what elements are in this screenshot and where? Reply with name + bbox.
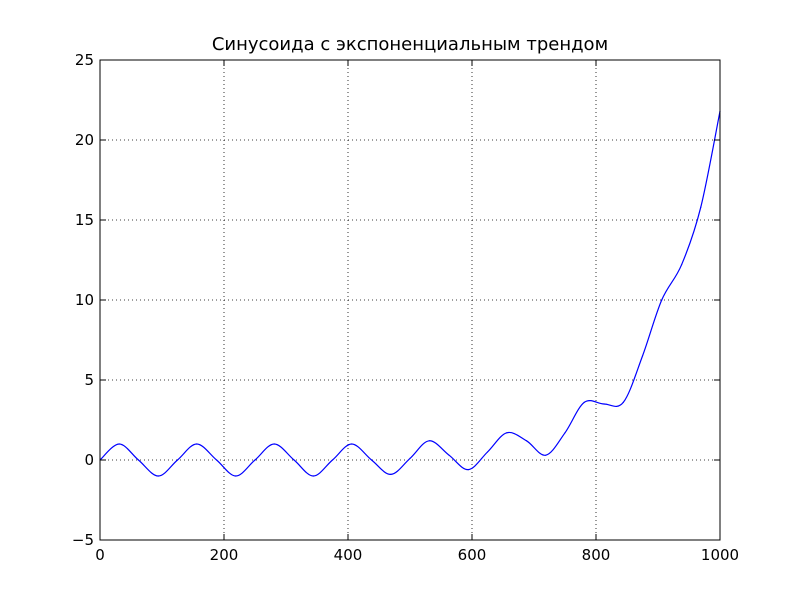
data-point	[118, 443, 120, 445]
data-point	[331, 459, 334, 461]
y-tick-label: 5	[84, 371, 94, 389]
x-tick-label: 800	[582, 546, 611, 564]
data-point	[641, 355, 644, 357]
data-point	[409, 457, 411, 459]
data-point	[661, 299, 663, 301]
y-tick-label: 25	[75, 51, 94, 69]
x-tick-label: 400	[334, 546, 363, 564]
data-point	[545, 454, 547, 456]
data-point	[235, 475, 237, 477]
data-point	[137, 459, 140, 461]
data-point	[486, 451, 489, 453]
data-point	[448, 454, 450, 456]
data-point	[564, 432, 566, 434]
data-point	[196, 443, 198, 445]
y-tick-label: 10	[75, 291, 94, 309]
x-tick-label: 1000	[701, 546, 739, 564]
data-point	[254, 459, 256, 461]
data-point	[390, 473, 392, 475]
y-tick-label: 20	[75, 131, 94, 149]
data-point	[293, 459, 295, 461]
data-point	[700, 206, 702, 208]
data-point	[525, 440, 528, 442]
data-point	[467, 469, 469, 471]
data-point	[370, 459, 373, 461]
data-point	[215, 459, 218, 461]
y-tick-label: −5	[72, 531, 94, 549]
data-point	[273, 443, 275, 445]
chart-title: Синусоида с экспоненциальным трендом	[212, 34, 608, 55]
y-tick-label: 0	[84, 451, 94, 469]
y-tick-label: 15	[75, 211, 94, 229]
x-tick-label: 200	[210, 546, 239, 564]
data-point	[157, 475, 159, 477]
data-point	[312, 475, 314, 477]
data-point	[603, 403, 605, 405]
data-point	[506, 432, 508, 434]
data-point	[583, 401, 585, 403]
x-tick-label: 600	[458, 546, 487, 564]
data-point	[428, 440, 430, 442]
data-point	[622, 401, 624, 403]
x-tick-label: 0	[95, 546, 105, 564]
data-point	[680, 264, 683, 266]
data-point	[351, 443, 353, 445]
data-point	[176, 459, 179, 461]
